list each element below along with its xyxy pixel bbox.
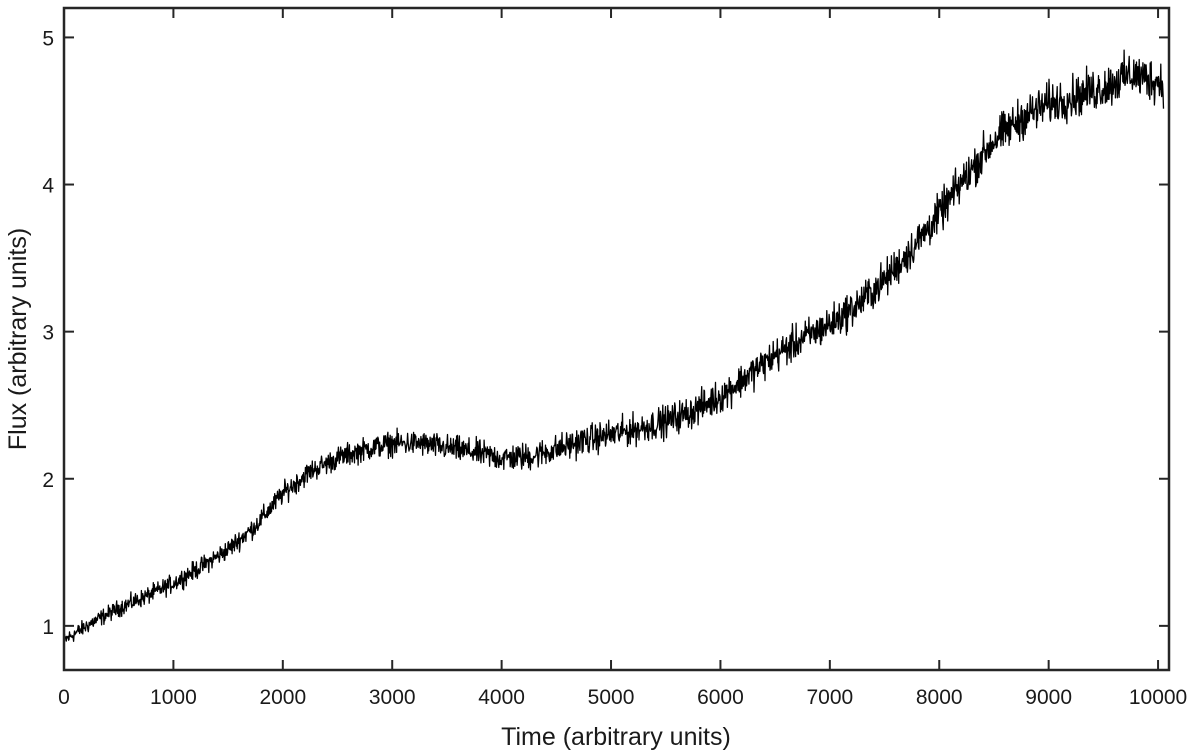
plot-area xyxy=(64,8,1169,670)
x-tick-label: 6000 xyxy=(697,686,744,709)
x-tick-label: 0 xyxy=(58,686,70,709)
x-tick-label: 10000 xyxy=(1129,686,1187,709)
x-axis-title: Time (arbitrary units) xyxy=(501,723,731,751)
x-tick-label: 9000 xyxy=(1025,686,1072,709)
x-tick-label: 5000 xyxy=(588,686,635,709)
y-axis-ticks: 1 2 3 4 5 xyxy=(42,27,1169,639)
x-tick-label: 4000 xyxy=(478,686,525,709)
x-tick-label: 3000 xyxy=(369,686,416,709)
y-tick-label: 4 xyxy=(42,175,54,198)
y-tick-label: 5 xyxy=(42,27,54,50)
x-axis-ticks: 0 1000 2000 3000 4000 5000 6000 7000 8000 9000 100… xyxy=(58,8,1187,709)
y-tick-label: 1 xyxy=(42,616,54,639)
x-tick-label: 8000 xyxy=(916,686,963,709)
plot-frame xyxy=(62,6,1171,672)
x-tick-label: 2000 xyxy=(259,686,306,709)
y-tick-label: 3 xyxy=(42,322,54,345)
y-axis-title: Flux (arbitrary units) xyxy=(4,228,32,450)
y-tick-label: 2 xyxy=(42,469,54,492)
x-tick-label: 1000 xyxy=(150,686,197,709)
x-tick-label: 7000 xyxy=(806,686,853,709)
flux-series-line xyxy=(63,49,1165,642)
